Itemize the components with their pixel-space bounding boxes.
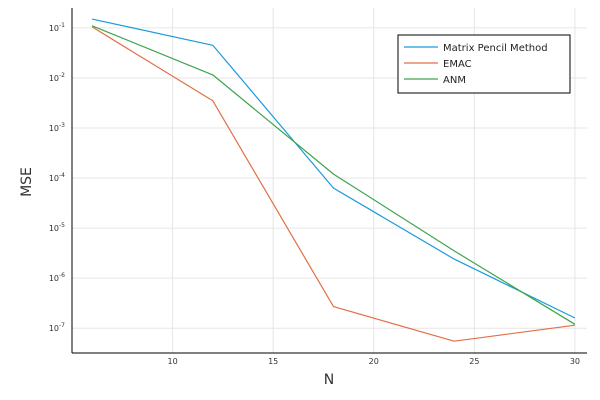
x-tick-label: 20: [369, 357, 379, 366]
y-tick-label: 10-1: [49, 22, 65, 33]
series-line-1: [91, 26, 575, 342]
y-tick-labels: 10-1 10-2 10-3 10-4 10-5 10-6 10-7: [49, 22, 65, 333]
series-line-0: [91, 18, 576, 319]
y-tick-label: 10-2: [49, 72, 65, 83]
legend-box: [397, 34, 571, 94]
y-tick-label: 10-5: [49, 222, 65, 233]
axes: [71, 8, 587, 354]
series-lines: [91, 18, 576, 342]
x-tick-label: 10: [167, 357, 177, 366]
legend-label: Matrix Pencil Method: [443, 43, 548, 54]
x-tick-label: 15: [268, 357, 278, 366]
legend-label: ANM: [443, 75, 466, 86]
grid-lines: [72, 8, 587, 353]
legend-label: EMAC: [443, 59, 472, 70]
y-tick-label: 10-3: [49, 122, 65, 133]
x-tick-label: 25: [469, 357, 479, 366]
y-tick-label: 10-7: [49, 322, 65, 333]
x-tick-labels: 10 15 20 25 30: [167, 357, 580, 366]
x-axis-title: N: [324, 372, 334, 388]
series-line-2: [91, 25, 576, 325]
y-tick-label: 10-4: [49, 172, 65, 183]
y-axis-title: MSE: [19, 167, 35, 197]
y-tick-label: 10-6: [49, 272, 65, 283]
x-tick-label: 30: [570, 357, 580, 366]
legend: Matrix Pencil Method EMAC ANM: [397, 34, 571, 94]
